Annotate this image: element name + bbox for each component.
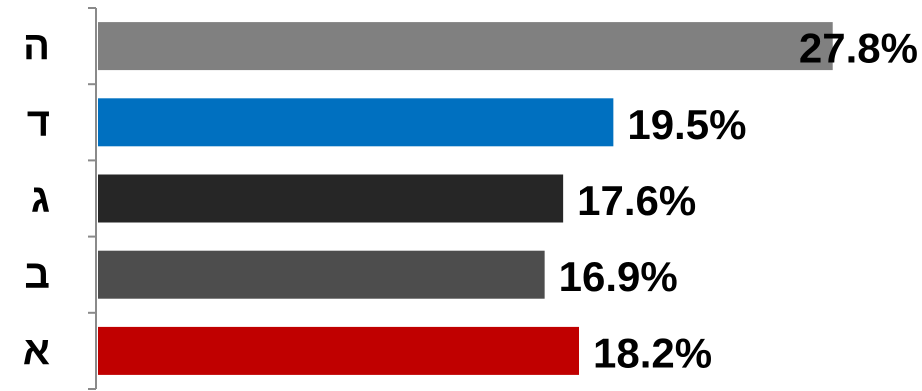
category-label: ב [24,253,50,297]
bar-1 [98,22,833,71]
bar-4 [98,250,545,299]
value-label: 17.6% [577,177,696,224]
value-labels: 27.8% 19.5% 17.6% 16.9% 18.2% [559,25,918,377]
bar-2 [98,98,614,147]
category-label: ג [31,177,50,221]
bar-3 [98,174,564,223]
y-axis [88,7,97,390]
value-label: 27.8% [799,25,918,72]
value-label: 18.2% [593,329,712,376]
bar-5 [98,326,579,375]
value-label: 19.5% [627,101,746,148]
value-label: 16.9% [559,253,678,300]
category-label: ה [23,24,50,68]
category-label: ד [27,100,50,144]
category-label: א [23,329,50,373]
bars [98,22,833,375]
